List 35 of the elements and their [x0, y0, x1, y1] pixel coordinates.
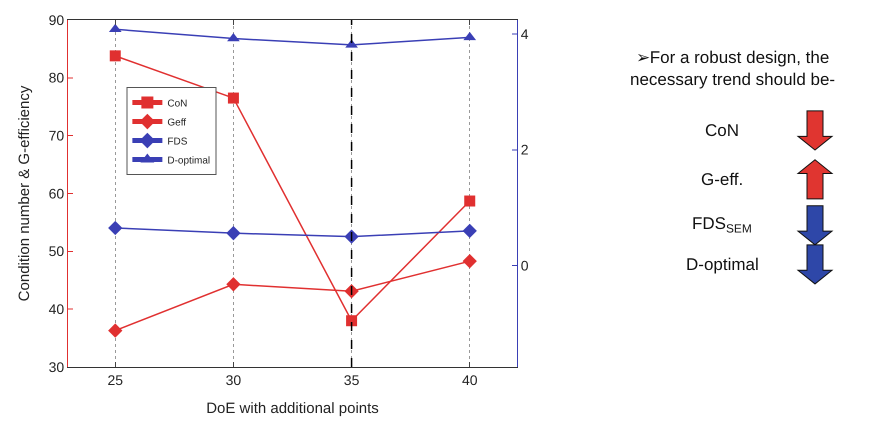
- y-tick-label: 80: [48, 70, 64, 86]
- x-tick-label: 30: [226, 372, 242, 388]
- legend-label: CoN: [167, 98, 188, 110]
- text: FDS$_{SEM}$: [692, 214, 752, 236]
- y2-tick-label: 4: [520, 26, 529, 42]
- text: G-eff.: [701, 170, 744, 189]
- y2-tick-label: 2: [520, 142, 529, 158]
- y-tick-label: 30: [48, 358, 64, 375]
- text: D-optimal: [686, 255, 759, 274]
- y-tick-label: 60: [48, 185, 64, 202]
- legend-label: FDS: [167, 136, 188, 148]
- x-tick-label: 25: [107, 372, 124, 388]
- y2-tick-label: 0: [520, 258, 529, 274]
- point: [108, 220, 122, 236]
- y-tick-label: 70: [48, 128, 64, 144]
- x-tick-label: 40: [462, 372, 478, 388]
- point: [226, 277, 241, 292]
- legend-label: D-optimal: [167, 155, 210, 166]
- text: ➢For a robust design, the necessary trend should be-: [630, 48, 836, 90]
- y-tick-label: 90: [48, 12, 64, 28]
- point: [462, 224, 477, 238]
- point: [346, 315, 358, 326]
- y-tick-label: 40: [48, 301, 64, 318]
- x-axis-title: DoE with additional points: [206, 400, 379, 417]
- point: [108, 323, 122, 338]
- point: [226, 226, 241, 240]
- point: [110, 50, 121, 62]
- y-axis-title: Condition number & G-efficiency: [16, 85, 33, 302]
- legend-label: Geff: [167, 117, 186, 128]
- point: [464, 196, 476, 207]
- point: [462, 254, 477, 268]
- y-tick-label: 50: [48, 243, 64, 260]
- x-tick-label: 35: [344, 372, 360, 388]
- text: CoN: [705, 121, 740, 140]
- point: [228, 92, 239, 104]
